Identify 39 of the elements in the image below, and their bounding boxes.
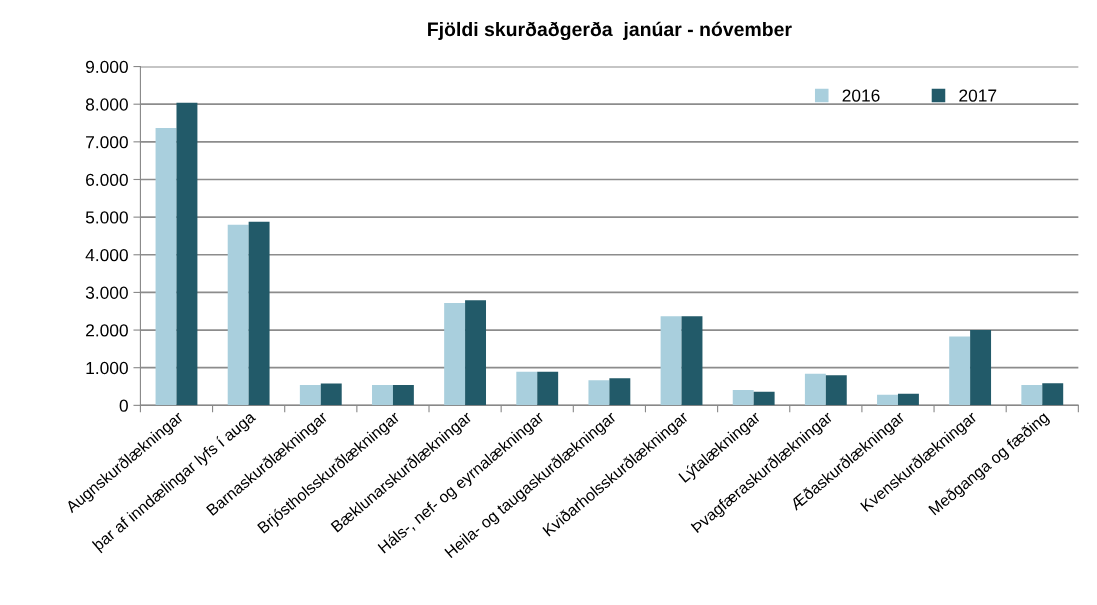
bar: [227, 224, 249, 406]
bar: [588, 380, 610, 406]
bar: [176, 102, 198, 406]
bar: [1021, 385, 1043, 406]
bar: [537, 371, 559, 406]
y-tick-label: 1.000: [86, 361, 128, 375]
bar: [732, 389, 754, 406]
bar: [970, 330, 992, 406]
bar: [516, 371, 538, 406]
y-tick-label: 4.000: [85, 248, 128, 262]
bar: [949, 336, 971, 406]
legend-label: 2017: [959, 89, 997, 102]
bar: [248, 221, 270, 406]
bar: [372, 385, 393, 406]
bar: [753, 391, 775, 406]
bar: [825, 375, 847, 406]
bar: [804, 373, 826, 406]
y-tick-label: 3.000: [85, 286, 128, 299]
bar: [299, 385, 321, 406]
y-tick-label: 6.000: [86, 173, 128, 186]
legend-label: 2016: [842, 89, 880, 102]
bar: [1042, 383, 1064, 406]
y-tick-label: 2.000: [86, 324, 128, 337]
bar: [392, 385, 414, 406]
bar: [320, 383, 342, 406]
y-tick-label: 7.000: [86, 136, 128, 149]
bar: [877, 394, 898, 406]
bar: [609, 378, 631, 406]
y-tick-label: 5.000: [85, 211, 128, 224]
y-tick-label: 8.000: [85, 98, 128, 111]
bar: [465, 300, 487, 406]
bar: [444, 302, 466, 406]
bar: [155, 127, 177, 406]
bar: [897, 393, 919, 406]
y-tick-label: 0: [119, 399, 128, 412]
bar: [660, 316, 682, 406]
bar: [681, 316, 703, 406]
chart-title: Fjöldi skurðaðgerða janúar - nóvember: [428, 21, 792, 41]
y-tick-label: 9.000: [85, 60, 128, 74]
